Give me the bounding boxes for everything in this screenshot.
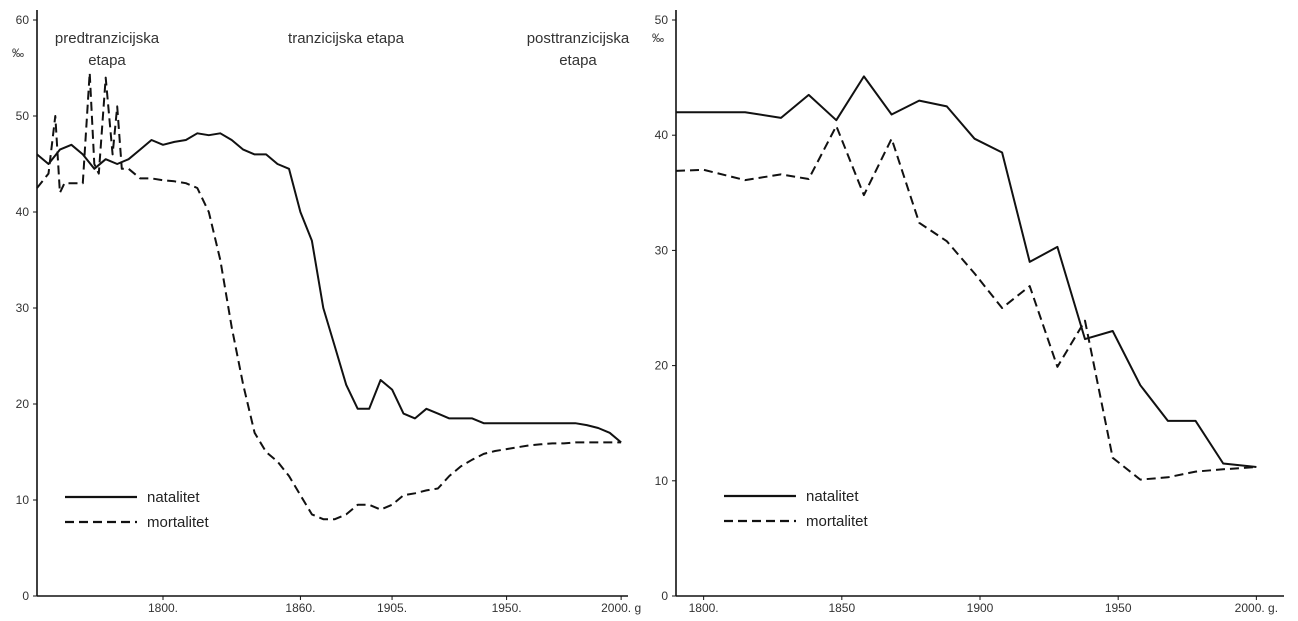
- series-line-mortalitet: [675, 125, 1257, 481]
- chart-panel-2: 0 10 20 30 40 50 ‰ 1800. 1850 1900 1950 2000. g. nat…: [652, 10, 1284, 615]
- y-tick-label: 40: [16, 205, 30, 219]
- y-tick-label: 20: [655, 359, 669, 373]
- y-tick-label: 40: [655, 128, 669, 142]
- legend-label: natalitet: [806, 488, 859, 505]
- stage-label: posttranzicijska: [527, 30, 630, 47]
- chart-panel-1: 0 10 20 30 40 50 60 ‰ 1800. 1860. 1905. 1950. 2000. …: [12, 10, 641, 615]
- y-tick-label: 50: [16, 109, 30, 123]
- x-tick-label: 1950.: [492, 601, 522, 615]
- x-tick-label: 2000. g: [601, 601, 641, 615]
- y-tick-label: 30: [655, 243, 669, 257]
- y-tick-label: 0: [22, 589, 29, 603]
- x-tick-label: 1800.: [689, 601, 719, 615]
- x-tick-label: 1905.: [377, 601, 407, 615]
- x-tick-label: 1800.: [148, 601, 178, 615]
- y-tick-label: 50: [655, 13, 669, 27]
- y-tick-label: 60: [16, 13, 30, 27]
- x-tick-label: 1860.: [285, 601, 315, 615]
- x-tick-label: 2000. g.: [1235, 601, 1278, 615]
- y-axis-unit: ‰: [12, 46, 24, 60]
- x-tick-label: 1950: [1105, 601, 1132, 615]
- series-line-natalitet: [36, 132, 622, 444]
- y-tick-label: 10: [16, 493, 30, 507]
- y-tick-label: 20: [16, 397, 30, 411]
- x-tick-label: 1900: [967, 601, 994, 615]
- legend-label: mortalitet: [806, 513, 869, 530]
- y-tick-label: 0: [661, 589, 668, 603]
- legend-label: mortalitet: [147, 514, 210, 531]
- y-axis-unit: ‰: [652, 31, 664, 45]
- series-line-mortalitet: [36, 71, 622, 521]
- legend-label: natalitet: [147, 489, 200, 506]
- stage-label: predtranzicijska: [55, 30, 160, 47]
- stage-label: etapa: [88, 52, 126, 69]
- series-line-natalitet: [676, 75, 1257, 468]
- y-tick-label: 30: [16, 301, 30, 315]
- y-tick-label: 10: [655, 474, 669, 488]
- x-tick-label: 1850: [828, 601, 855, 615]
- stage-label: etapa: [559, 52, 597, 69]
- stage-label: tranzicijska etapa: [288, 30, 405, 47]
